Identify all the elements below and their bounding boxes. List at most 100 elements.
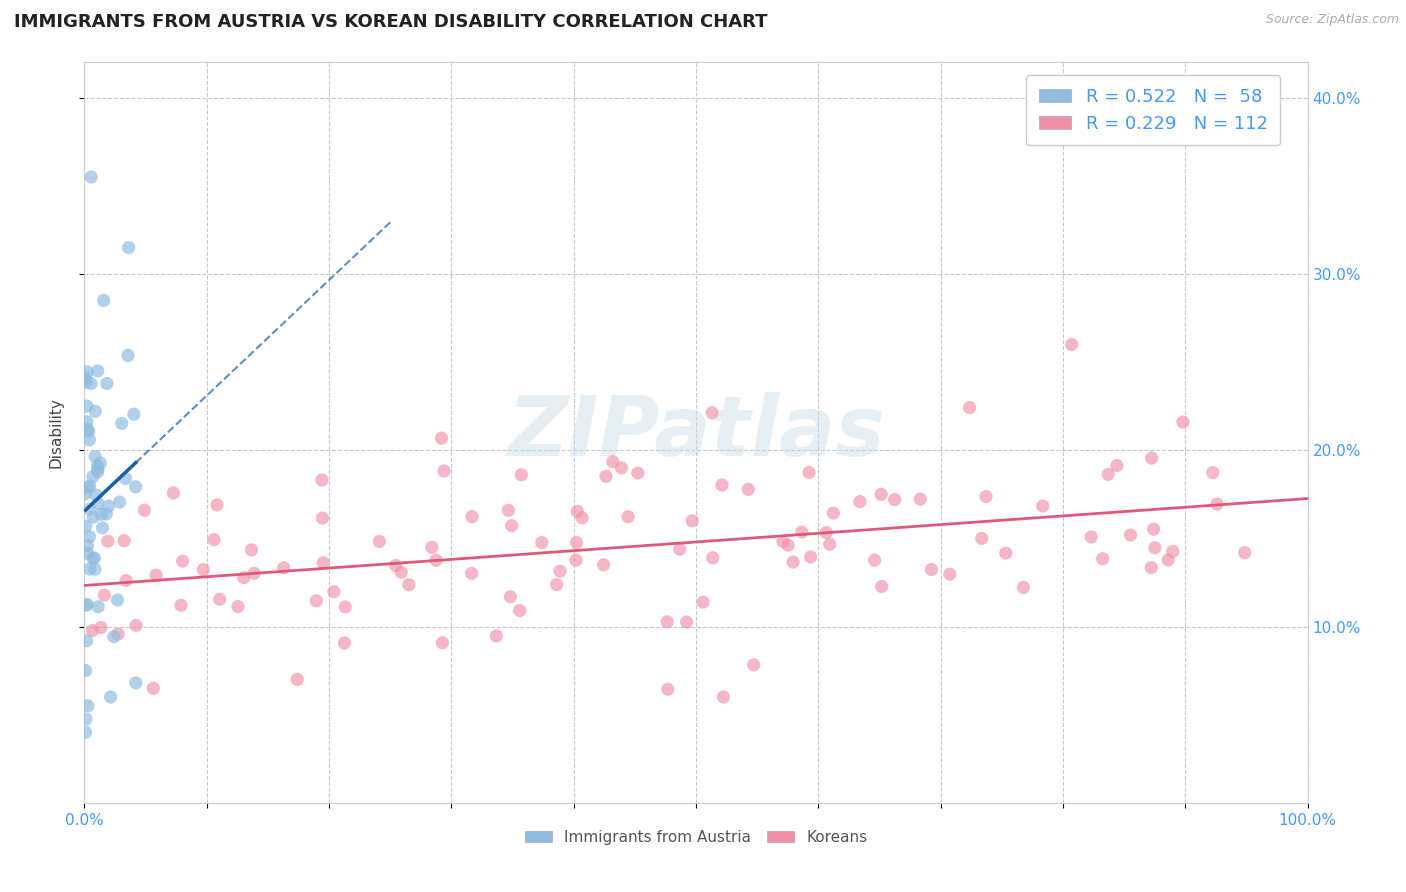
Point xyxy=(93,588,115,602)
Point xyxy=(617,509,640,524)
Point xyxy=(91,521,114,535)
Point xyxy=(790,524,813,539)
Point xyxy=(112,533,135,548)
Point xyxy=(713,690,735,704)
Point xyxy=(782,555,804,569)
Point xyxy=(692,595,714,609)
Point xyxy=(742,657,765,672)
Point xyxy=(311,511,333,525)
Point xyxy=(75,375,97,389)
Point xyxy=(772,534,794,549)
Point xyxy=(974,490,997,504)
Point xyxy=(75,519,97,533)
Point xyxy=(1140,560,1163,574)
Point xyxy=(76,633,98,648)
Point xyxy=(485,629,508,643)
Point xyxy=(776,538,799,552)
Point xyxy=(96,507,118,521)
Point xyxy=(75,599,97,613)
Point xyxy=(142,681,165,696)
Point xyxy=(1097,467,1119,482)
Point xyxy=(125,618,148,632)
Point xyxy=(170,599,193,613)
Point xyxy=(333,636,356,650)
Point xyxy=(76,422,98,436)
Point xyxy=(162,486,184,500)
Point xyxy=(75,712,97,726)
Point xyxy=(368,534,391,549)
Point xyxy=(87,462,110,476)
Point xyxy=(97,499,120,513)
Point xyxy=(797,466,820,480)
Point xyxy=(501,518,523,533)
Point xyxy=(668,542,690,557)
Point xyxy=(1032,499,1054,513)
Point xyxy=(398,578,420,592)
Point xyxy=(208,592,231,607)
Point xyxy=(79,530,101,544)
Point xyxy=(311,473,333,487)
Point xyxy=(76,538,98,552)
Point xyxy=(1233,546,1256,560)
Point xyxy=(77,425,100,439)
Point xyxy=(82,469,104,483)
Point xyxy=(702,550,724,565)
Legend: Immigrants from Austria, Koreans: Immigrants from Austria, Koreans xyxy=(519,823,873,851)
Point xyxy=(1143,522,1166,536)
Point xyxy=(602,455,624,469)
Point xyxy=(849,494,872,508)
Point xyxy=(312,556,335,570)
Point xyxy=(1206,497,1229,511)
Point xyxy=(84,488,107,502)
Point xyxy=(79,479,101,493)
Point xyxy=(627,466,650,480)
Text: ZIPatlas: ZIPatlas xyxy=(508,392,884,473)
Point xyxy=(425,553,447,567)
Point xyxy=(82,510,104,524)
Point xyxy=(108,495,131,509)
Point xyxy=(79,562,101,576)
Point xyxy=(1012,581,1035,595)
Point xyxy=(111,417,134,431)
Point xyxy=(86,458,108,473)
Point xyxy=(79,502,101,516)
Point xyxy=(700,406,723,420)
Point xyxy=(499,590,522,604)
Point xyxy=(285,673,308,687)
Point xyxy=(433,464,456,478)
Point xyxy=(823,506,845,520)
Point xyxy=(76,480,98,494)
Point xyxy=(83,551,105,566)
Point xyxy=(530,535,553,549)
Point xyxy=(959,401,981,415)
Point xyxy=(1119,528,1142,542)
Point xyxy=(84,562,107,576)
Point xyxy=(84,450,107,464)
Point xyxy=(90,508,112,522)
Point xyxy=(76,598,98,612)
Point xyxy=(863,553,886,567)
Text: Source: ZipAtlas.com: Source: ZipAtlas.com xyxy=(1265,13,1399,27)
Point xyxy=(76,698,98,713)
Point xyxy=(498,503,520,517)
Point xyxy=(90,621,112,635)
Point xyxy=(420,541,443,555)
Point xyxy=(800,549,823,564)
Point xyxy=(870,580,893,594)
Point xyxy=(226,599,249,614)
Point xyxy=(80,376,103,391)
Point xyxy=(103,630,125,644)
Point xyxy=(610,461,633,475)
Point xyxy=(243,566,266,581)
Point xyxy=(124,480,146,494)
Point xyxy=(87,496,110,510)
Point xyxy=(145,568,167,582)
Point xyxy=(509,603,531,617)
Point xyxy=(592,558,614,572)
Point xyxy=(1140,450,1163,465)
Point xyxy=(273,561,295,575)
Point xyxy=(681,514,703,528)
Point xyxy=(87,599,110,614)
Point xyxy=(87,465,110,479)
Point xyxy=(870,487,893,501)
